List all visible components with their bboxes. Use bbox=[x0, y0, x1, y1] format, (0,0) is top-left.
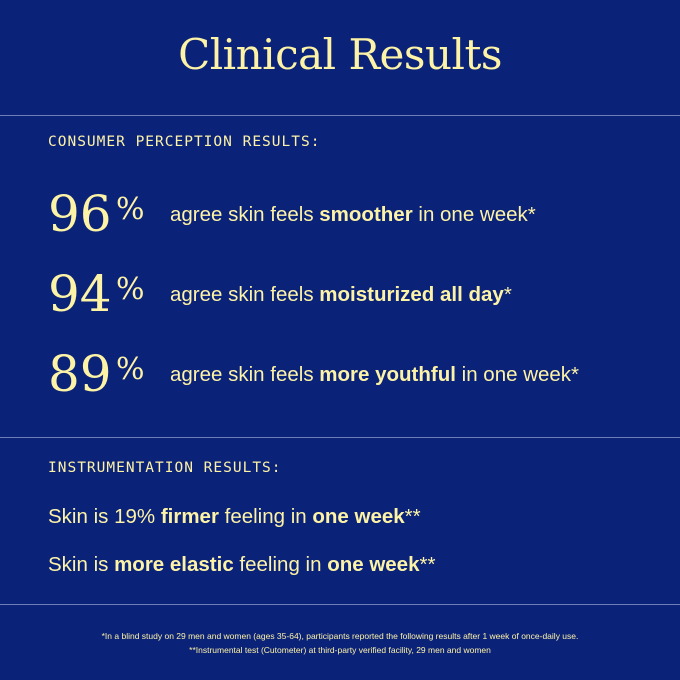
stat-row: 96 % agree skin feels smoother in one we… bbox=[48, 186, 668, 246]
result-mid: feeling in bbox=[218, 505, 313, 528]
divider bbox=[0, 115, 680, 116]
result-post: ** bbox=[404, 505, 421, 528]
divider bbox=[0, 604, 680, 605]
result-pre: Skin is 19% bbox=[48, 505, 161, 528]
page-title: Clinical Results bbox=[178, 30, 502, 79]
stat-number: 89 bbox=[48, 345, 112, 403]
stat-text-pre: agree skin feels bbox=[170, 283, 320, 306]
stat-text: agree skin feels smoother in one week* bbox=[170, 202, 536, 228]
result-bold: one week bbox=[327, 553, 420, 576]
stat-number: 96 bbox=[48, 185, 112, 243]
result-bold: more elastic bbox=[114, 553, 234, 576]
stat-text-post: in one week* bbox=[412, 203, 536, 226]
divider bbox=[0, 437, 680, 438]
instrumentation-section-label: INSTRUMENTATION RESULTS: bbox=[48, 460, 282, 476]
stat-text-post: in one week* bbox=[455, 363, 580, 386]
stat-text: agree skin feels more youthful in one we… bbox=[170, 362, 579, 388]
instrumentation-result: Skin is 19% firmer feeling in one week** bbox=[48, 504, 421, 530]
result-bold: firmer bbox=[160, 505, 219, 528]
stat-row: 89 % agree skin feels more youthful in o… bbox=[48, 346, 668, 406]
result-bold: one week bbox=[312, 505, 405, 528]
stat-percent-sign: % bbox=[116, 272, 145, 307]
stat-text: agree skin feels moisturized all day* bbox=[170, 282, 512, 308]
consumer-section-label: CONSUMER PERCEPTION RESULTS: bbox=[48, 134, 321, 150]
stat-text-pre: agree skin feels bbox=[170, 363, 320, 386]
stat-row: 94 % agree skin feels moisturized all da… bbox=[48, 266, 668, 326]
result-pre: Skin is bbox=[48, 553, 115, 576]
stat-text-pre: agree skin feels bbox=[170, 203, 320, 226]
stat-percent-sign: % bbox=[116, 352, 145, 387]
stat-text-post: * bbox=[503, 283, 512, 306]
result-mid: feeling in bbox=[233, 553, 328, 576]
stat-text-bold: more youthful bbox=[319, 363, 456, 386]
instrumentation-result: Skin is more elastic feeling in one week… bbox=[48, 552, 435, 578]
stat-percent-sign: % bbox=[116, 192, 145, 227]
stat-number: 94 bbox=[48, 265, 112, 323]
result-post: ** bbox=[419, 553, 436, 576]
stat-text-bold: smoother bbox=[319, 203, 413, 226]
stat-text-bold: moisturized all day bbox=[319, 283, 504, 306]
footnote: **Instrumental test (Cutometer) at third… bbox=[189, 645, 491, 655]
footnote: *In a blind study on 29 men and women (a… bbox=[101, 631, 579, 641]
